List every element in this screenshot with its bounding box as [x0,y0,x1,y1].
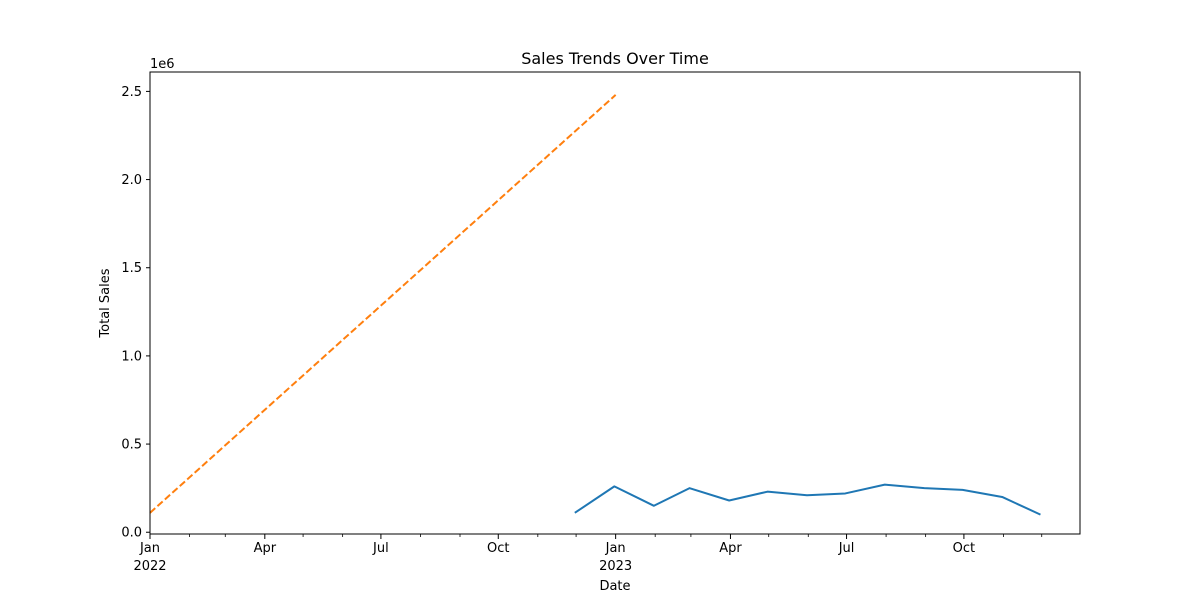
y-tick-label: 0.5 [121,438,142,453]
x-tick-label: Jul [372,541,389,556]
x-tick-label: Oct [487,541,509,556]
x-tick-label: Jan [139,541,160,556]
series-2-line [149,94,617,514]
y-tick-label: 2.5 [121,85,142,100]
chart-title: Sales Trends Over Time [521,49,709,68]
y-tick-label: 2.0 [121,173,142,188]
y-axis-label: Total Sales [98,268,113,338]
x-tick-year-label: 2022 [133,559,166,574]
y-axis-ticks: 0.0 0.5 1.0 1.5 2.0 2.5 [121,85,150,541]
x-tick-label: Oct [953,541,975,556]
x-axis-label: Date [599,579,630,594]
series-layer [149,94,1041,516]
plot-frame [149,71,1081,535]
y-tick-label: 0.0 [121,526,142,541]
x-axis-ticks: Jan 2022 Apr Jul Oct Jan 2023 Apr Jul Oct [133,534,1043,574]
x-tick-year-label: 2023 [599,559,632,574]
y-tick-label: 1.5 [121,261,142,276]
x-tick-label: Apr [719,541,742,556]
x-tick-label: Jan [605,541,626,556]
series-1-line [574,483,1041,516]
x-tick-label: Jul [838,541,855,556]
y-offset-text: 1e6 [150,57,175,72]
y-tick-label: 1.0 [121,349,142,364]
x-tick-label: Apr [254,541,277,556]
